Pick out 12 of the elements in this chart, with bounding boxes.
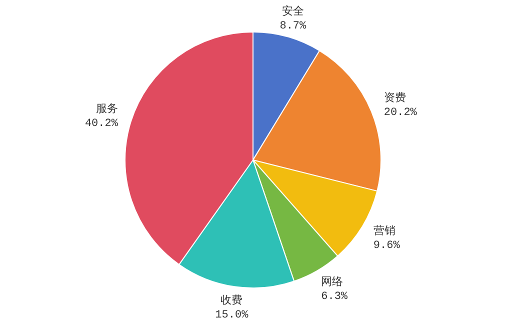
slice-label: 收费	[220, 293, 243, 308]
data-label: 9.6%	[373, 240, 400, 252]
slice-label: 服务	[96, 103, 118, 116]
slice-label: 资费	[384, 90, 406, 105]
data-label: 6.3%	[321, 291, 348, 304]
slice-label: 营销	[373, 224, 396, 238]
slice-label: 网络	[321, 276, 344, 290]
data-label: 8.7%	[280, 20, 307, 32]
data-label: 15.0%	[215, 309, 249, 322]
data-label: 40.2%	[84, 118, 118, 130]
data-label: 20.2%	[384, 106, 418, 119]
slice-label: 安全	[282, 4, 304, 18]
